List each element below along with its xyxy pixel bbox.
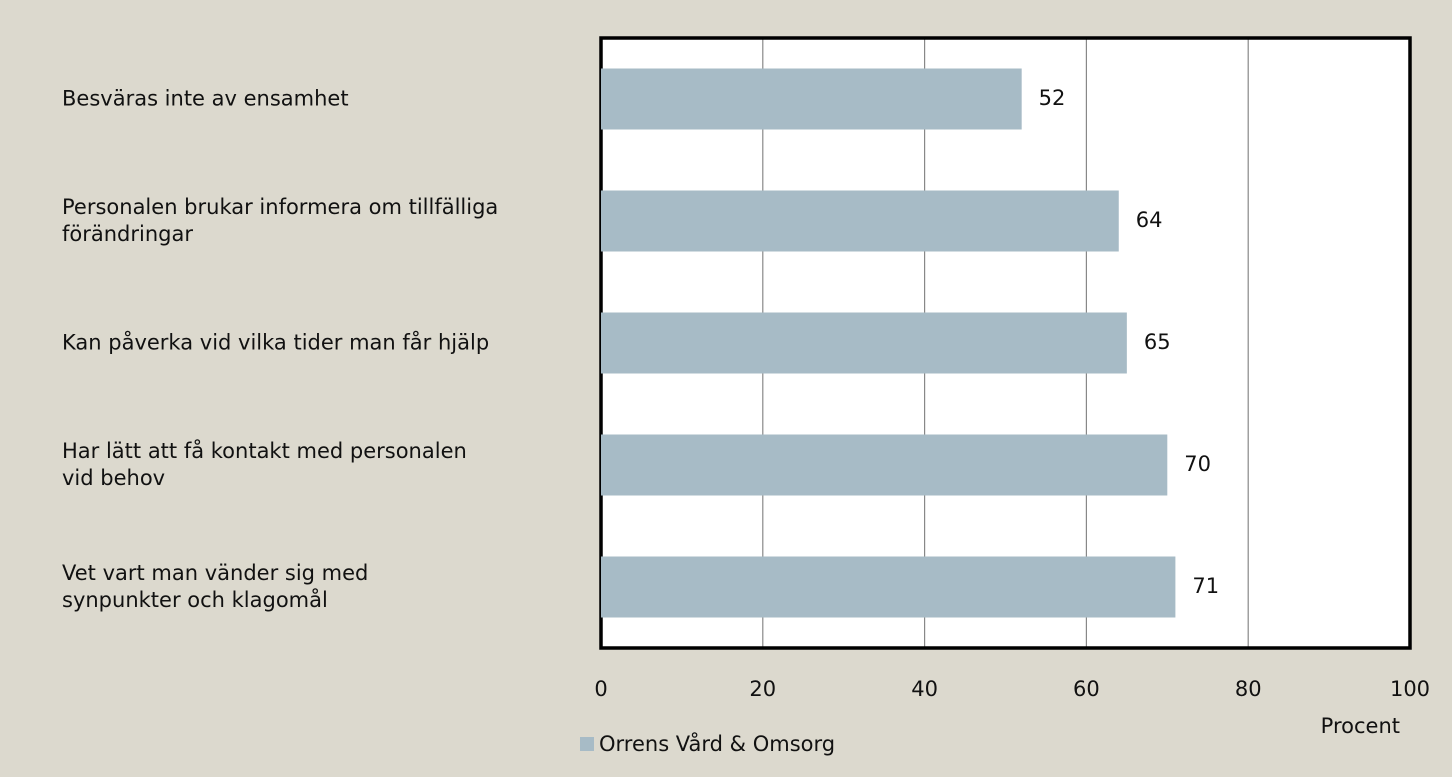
- x-tick-label: 60: [1073, 677, 1100, 701]
- category-label: Besväras inte av ensamhet: [62, 86, 349, 111]
- value-label: 65: [1144, 330, 1171, 354]
- bar: [601, 312, 1127, 374]
- category-label: Vet vart man vänder sig med synpunkter o…: [62, 561, 369, 612]
- value-label: 64: [1136, 208, 1163, 232]
- value-label: 71: [1192, 574, 1219, 598]
- x-tick-label: 80: [1235, 677, 1262, 701]
- bar: [601, 68, 1022, 130]
- bar: [601, 190, 1119, 252]
- bar: [601, 556, 1176, 618]
- value-label: 52: [1039, 86, 1066, 110]
- x-tick-label: 20: [749, 677, 776, 701]
- category-label: Kan påverka vid vilka tider man får hjäl…: [62, 330, 490, 355]
- legend-swatch: [580, 737, 594, 751]
- x-tick-label: 100: [1390, 677, 1430, 701]
- value-label: 70: [1184, 452, 1211, 476]
- x-tick-label: 0: [594, 677, 607, 701]
- category-label: Personalen brukar informera om tillfälli…: [62, 195, 499, 246]
- x-tick-label: 40: [911, 677, 938, 701]
- category-label: Har lätt att få kontakt med personalen v…: [62, 439, 467, 490]
- x-axis-label: Procent: [1321, 714, 1400, 738]
- legend-label: Orrens Vård & Omsorg: [599, 731, 835, 756]
- bar: [601, 434, 1168, 496]
